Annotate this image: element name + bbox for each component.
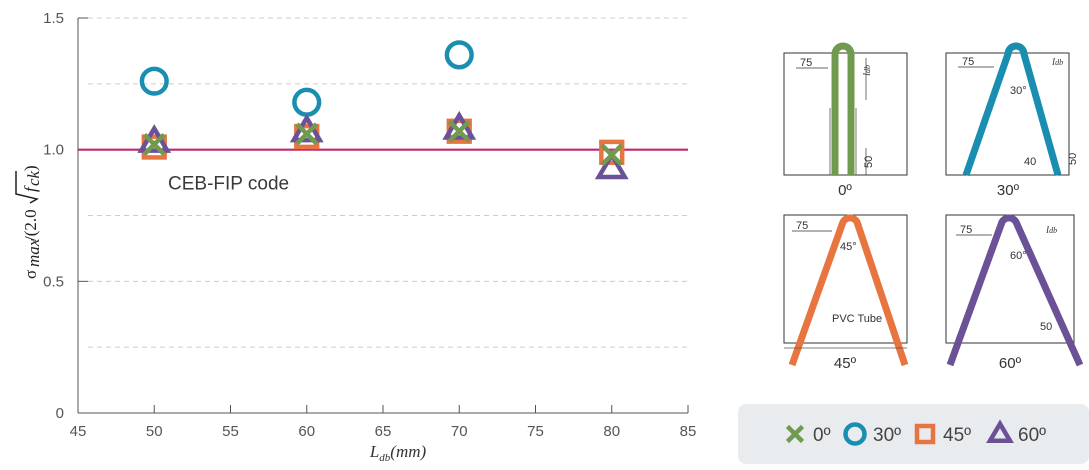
- legend-item-circle: 30º: [843, 422, 901, 446]
- x-axis-title-sub: db: [379, 452, 391, 464]
- diagram-panel-30deg: 75 30° ldb 40 50 30º: [945, 42, 1079, 199]
- y-tick-label: 1.5: [43, 10, 64, 27]
- data-point-x: [447, 119, 471, 143]
- dim-ldb-0deg: ldb: [861, 65, 873, 76]
- legend-item-triangle: 60º: [986, 419, 1046, 446]
- series-triangle: [137, 110, 629, 180]
- dim-ldb-60deg: ldb: [1046, 224, 1057, 236]
- diagram-panel-45deg: 75 45° PVC Tube 45º: [783, 214, 909, 372]
- dim-ldb-sub: db: [863, 65, 872, 73]
- legend-item-x: 0º: [785, 424, 831, 446]
- dim-ldb-sub: db: [1049, 226, 1057, 235]
- dim-ldb-base: l: [861, 73, 873, 76]
- x-tick-label: 80: [603, 423, 620, 440]
- data-point-circle: [444, 40, 474, 70]
- reference-line-group: CEB-FIP code: [78, 148, 688, 195]
- bar-configuration-diagrams: 75 ldb 50 0º 75 30° ldb 40 50 30º 75 45: [783, 42, 1084, 372]
- legend-marker-triangle: [986, 419, 1014, 444]
- y-tick-labels: 0 0.5 1.0 1.5: [43, 10, 88, 422]
- series-circle: [139, 40, 474, 117]
- x-tick-label: 60: [298, 423, 315, 440]
- rebar-60deg: [946, 214, 1084, 367]
- y-axis-sub-max: max: [24, 238, 43, 267]
- rebar-0deg: [831, 42, 855, 175]
- dim-side-30deg: 50: [1067, 153, 1079, 165]
- data-point-circle: [292, 87, 322, 117]
- x-tick-label: 75: [527, 423, 544, 440]
- reference-line-label: CEB-FIP code: [168, 174, 289, 195]
- legend-box: [738, 404, 1089, 464]
- x-tick-labels: 45 50 55 60 65 70 75 80 85: [70, 405, 697, 440]
- y-axis-title: σ max /(2.0 f ck ): [15, 165, 43, 279]
- legend-label: 60º: [1018, 425, 1046, 446]
- dim-angle-30deg: 30°: [1010, 85, 1027, 97]
- legend-item-square: 45º: [914, 423, 971, 446]
- dim-bottom-0deg: 50: [863, 156, 875, 168]
- diagram-panel-0deg: 75 ldb 50 0º: [783, 42, 908, 199]
- dim-cover-60deg: 75: [960, 224, 972, 236]
- concrete-block: [783, 52, 908, 176]
- concrete-block: [945, 52, 1070, 176]
- x-axis-title: Ldb(mm): [369, 442, 427, 464]
- y-axis-f: f: [21, 185, 40, 192]
- data-point-x: [600, 143, 624, 167]
- diagram-caption-45deg: 45º: [834, 355, 857, 372]
- data-point-circle: [139, 66, 169, 96]
- dim-bottom-30deg: 40: [1024, 156, 1036, 168]
- data-point-x: [295, 122, 319, 146]
- dim-cover-45deg: 75: [796, 220, 808, 232]
- dim-angle-60deg: 60°: [1010, 250, 1027, 262]
- y-axis-sigma: σ: [21, 270, 40, 279]
- y-axis-sub-ck: ck: [24, 170, 43, 186]
- y-tick-label: 0.5: [43, 273, 64, 290]
- data-points: [137, 40, 629, 180]
- x-tick-label: 45: [70, 423, 87, 440]
- x-tick-label: 55: [222, 423, 239, 440]
- dim-angle-45deg: 45°: [840, 241, 857, 253]
- y-axis-close: ): [21, 165, 40, 171]
- legend-label: 0º: [813, 425, 831, 446]
- data-point-triangle: [594, 150, 629, 180]
- legend-marker-square: [914, 423, 936, 445]
- y-axis-over: /(2.0: [21, 209, 40, 241]
- diagram-caption-60deg: 60º: [999, 355, 1022, 372]
- x-axis-title-base: L: [369, 442, 379, 461]
- y-tick-label: 1.0: [43, 142, 64, 159]
- x-tick-label: 70: [451, 423, 468, 440]
- dim-ldb-base: l: [1046, 224, 1049, 236]
- dim-ldb-base: l: [1052, 56, 1055, 68]
- y-tick-label: 0: [56, 405, 64, 422]
- legend-marker-circle: [843, 422, 867, 446]
- dim-ldb-30deg: ldb: [1052, 56, 1063, 68]
- legend-label: 45º: [943, 425, 971, 446]
- x-axis-title-unit: (mm): [390, 442, 426, 461]
- rebar-45deg: [788, 214, 909, 367]
- dim-cover-0deg: 75: [800, 57, 812, 69]
- dim-ldb-sub: db: [1055, 58, 1063, 67]
- legend-label: 30º: [873, 425, 901, 446]
- series-x: [142, 119, 624, 167]
- diagram-caption-0deg: 0º: [838, 182, 852, 199]
- grid-lines: [88, 17, 688, 348]
- sqrt-sign: [15, 171, 40, 204]
- x-tick-label: 85: [680, 423, 697, 440]
- dim-cover-30deg: 75: [962, 56, 974, 68]
- diagram-panel-60deg: 75 60° ldb 50 60º: [945, 214, 1084, 372]
- series-square: [141, 118, 625, 165]
- legend: 0º 30º 45º 60º: [785, 419, 1046, 446]
- diagram-caption-30deg: 30º: [997, 182, 1020, 199]
- x-tick-label: 65: [375, 423, 392, 440]
- pvc-tube-label: PVC Tube: [832, 313, 882, 325]
- x-tick-label: 50: [146, 423, 163, 440]
- data-point-square: [599, 139, 625, 165]
- legend-marker-x: [785, 424, 805, 444]
- dim-bottom-60deg: 50: [1040, 321, 1052, 333]
- rebar-30deg: [962, 42, 1062, 177]
- data-point-x: [142, 133, 166, 156]
